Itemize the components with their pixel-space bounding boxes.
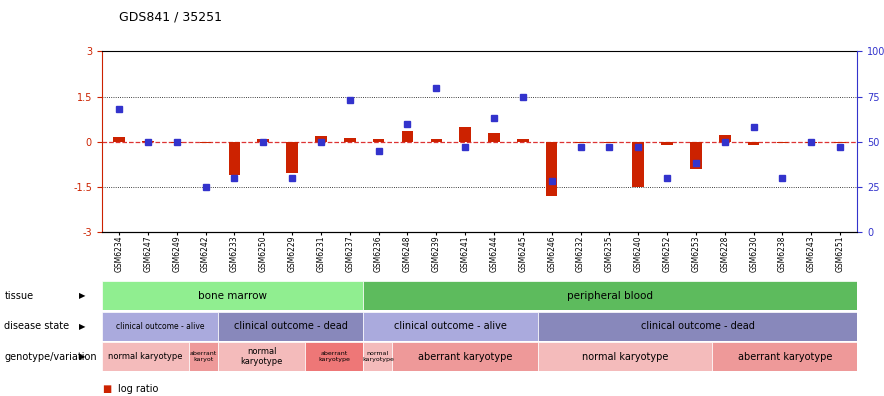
Text: ■: ■ <box>102 384 110 394</box>
Bar <box>189 342 218 371</box>
Bar <box>748 141 759 145</box>
Bar <box>102 342 189 371</box>
Text: ▶: ▶ <box>79 291 86 300</box>
Bar <box>537 342 713 371</box>
Bar <box>546 141 558 196</box>
Text: clinical outcome - dead: clinical outcome - dead <box>233 321 347 331</box>
Bar <box>777 141 789 143</box>
Text: genotype/variation: genotype/variation <box>4 352 97 362</box>
Text: peripheral blood: peripheral blood <box>568 291 653 301</box>
Bar <box>604 141 615 143</box>
Bar <box>363 312 537 341</box>
Bar <box>229 141 240 175</box>
Bar <box>373 139 385 141</box>
Text: tissue: tissue <box>4 291 34 301</box>
Text: normal karyotype: normal karyotype <box>582 352 668 362</box>
Bar <box>460 127 471 141</box>
Text: ▶: ▶ <box>79 322 86 331</box>
Bar <box>805 141 817 143</box>
Bar <box>200 141 211 143</box>
Bar <box>257 139 269 141</box>
Bar <box>102 281 363 310</box>
Bar <box>719 135 730 141</box>
Bar <box>286 141 298 173</box>
Text: bone marrow: bone marrow <box>198 291 267 301</box>
Text: ▶: ▶ <box>79 352 86 361</box>
Text: clinical outcome - alive: clinical outcome - alive <box>394 321 507 331</box>
Bar <box>392 342 537 371</box>
Text: aberrant karyotype: aberrant karyotype <box>418 352 512 362</box>
Text: aberrant
karyotype: aberrant karyotype <box>318 351 350 362</box>
Text: clinical outcome - alive: clinical outcome - alive <box>116 322 204 331</box>
Bar <box>171 141 182 143</box>
Text: clinical outcome - dead: clinical outcome - dead <box>641 321 755 331</box>
Bar <box>834 141 846 143</box>
Bar <box>690 141 702 169</box>
Text: normal
karyotype: normal karyotype <box>240 347 283 366</box>
Bar <box>344 138 355 141</box>
Bar <box>218 342 305 371</box>
Bar <box>537 312 857 341</box>
Bar <box>315 136 327 141</box>
Bar <box>305 342 363 371</box>
Text: log ratio: log ratio <box>118 384 158 394</box>
Bar <box>218 312 363 341</box>
Bar <box>363 342 392 371</box>
Bar <box>431 139 442 141</box>
Bar <box>713 342 857 371</box>
Bar <box>575 141 586 143</box>
Text: disease state: disease state <box>4 321 70 331</box>
Text: normal karyotype: normal karyotype <box>108 352 182 361</box>
Bar <box>401 131 413 141</box>
Text: normal
karyotype: normal karyotype <box>362 351 393 362</box>
Bar <box>363 281 857 310</box>
Bar <box>632 141 644 187</box>
Bar <box>488 133 499 141</box>
Bar <box>102 312 218 341</box>
Text: GDS841 / 35251: GDS841 / 35251 <box>119 11 223 24</box>
Bar <box>517 139 529 141</box>
Text: aberrant
karyot: aberrant karyot <box>190 351 217 362</box>
Bar <box>113 137 125 141</box>
Text: aberrant karyotype: aberrant karyotype <box>737 352 832 362</box>
Bar <box>661 141 673 145</box>
